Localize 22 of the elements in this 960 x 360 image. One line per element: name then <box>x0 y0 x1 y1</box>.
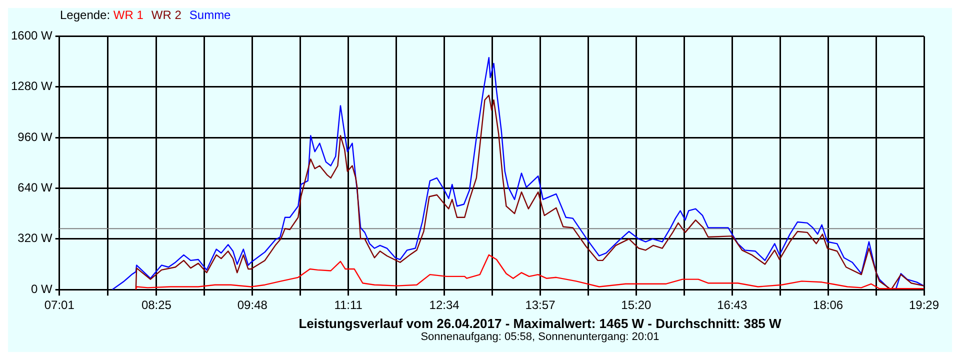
y-tick-label: 0 W <box>31 282 54 296</box>
x-tick-label: 19:29 <box>908 298 940 312</box>
x-tick-label: 15:20 <box>621 298 652 312</box>
x-tick-label: 09:48 <box>237 298 268 312</box>
x-tick-label: 13:57 <box>525 298 556 312</box>
x-tick-label: 18:06 <box>813 298 844 312</box>
y-tick-label: 960 W <box>18 130 54 144</box>
y-tick-label: 1280 W <box>10 79 54 94</box>
x-axis-title: Leistungsverlauf vom 26.04.2017 - Maximalwert: 1465 W - Durchschnitt: 385 W <box>298 316 782 331</box>
x-tick-label: 08:25 <box>141 298 172 312</box>
text: WR 1 <box>113 8 144 22</box>
text: Sonnenaufgang: 05:58, Sonnenuntergang: 20:01 <box>420 331 660 344</box>
x-tick-label: 11:11 <box>334 298 363 312</box>
y-tick-label: 640 W <box>18 180 54 195</box>
y-tick-label: 320 W <box>18 231 54 246</box>
text: WR 2 <box>151 8 182 22</box>
y-tick-label: 1600 W <box>10 28 54 43</box>
text: Summe <box>189 8 231 22</box>
x-tick-label: 12:34 <box>429 298 460 312</box>
x-tick-label: 16:43 <box>717 298 748 312</box>
x-tick-label: 07:01 <box>44 298 75 312</box>
legend-title: Legende: <box>60 8 112 22</box>
